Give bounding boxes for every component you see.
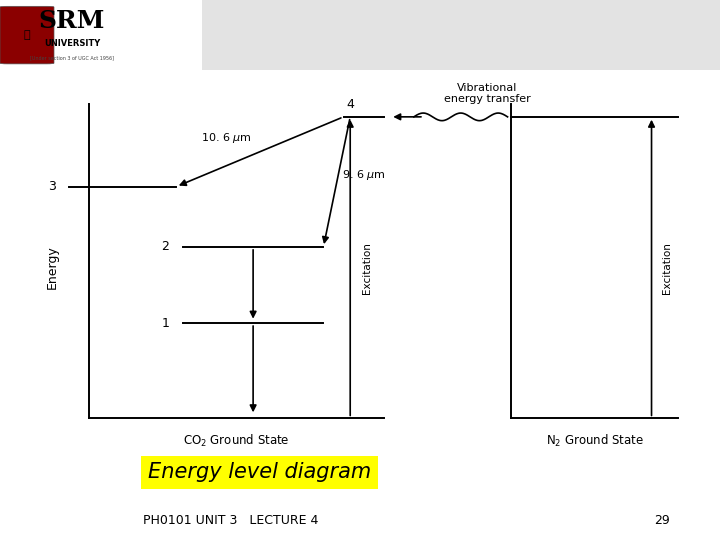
Text: Excitation: Excitation bbox=[662, 242, 672, 294]
Text: 3: 3 bbox=[48, 180, 55, 193]
Text: SRM: SRM bbox=[39, 9, 105, 33]
Text: CO$_2$ Ground State: CO$_2$ Ground State bbox=[183, 433, 289, 449]
Bar bbox=[0, 0, 202, 70]
Text: 10. 6 $\mu$m: 10. 6 $\mu$m bbox=[201, 131, 252, 145]
Text: 4: 4 bbox=[347, 98, 355, 111]
Text: Vibrational
energy transfer: Vibrational energy transfer bbox=[444, 83, 531, 104]
Text: Energy: Energy bbox=[46, 246, 59, 289]
Text: 🏛: 🏛 bbox=[23, 30, 30, 40]
Bar bbox=[202, 0, 720, 70]
Text: N$_2$ Ground State: N$_2$ Ground State bbox=[546, 433, 644, 449]
Text: PH0101 UNIT 3   LECTURE 4: PH0101 UNIT 3 LECTURE 4 bbox=[143, 514, 318, 526]
Text: Excitation: Excitation bbox=[362, 242, 372, 294]
Text: UNIVERSITY: UNIVERSITY bbox=[44, 39, 100, 48]
Text: 29: 29 bbox=[654, 514, 670, 526]
Text: 2: 2 bbox=[161, 240, 169, 253]
Text: [Under section 3 of UGC Act 1956]: [Under section 3 of UGC Act 1956] bbox=[30, 55, 114, 60]
Text: 9. 6 $\mu$m: 9. 6 $\mu$m bbox=[342, 168, 385, 182]
FancyBboxPatch shape bbox=[0, 6, 54, 64]
Text: 1: 1 bbox=[161, 316, 169, 329]
Text: Energy level diagram: Energy level diagram bbox=[148, 462, 371, 483]
